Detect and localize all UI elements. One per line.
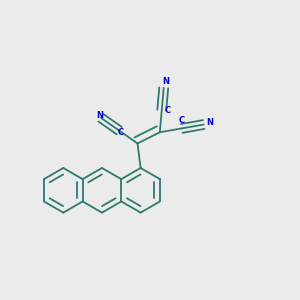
Text: N: N (162, 77, 169, 86)
Text: N: N (96, 111, 103, 120)
Text: C: C (164, 106, 170, 115)
Text: C: C (179, 116, 185, 125)
Text: N: N (206, 118, 213, 127)
Text: C: C (118, 128, 124, 137)
